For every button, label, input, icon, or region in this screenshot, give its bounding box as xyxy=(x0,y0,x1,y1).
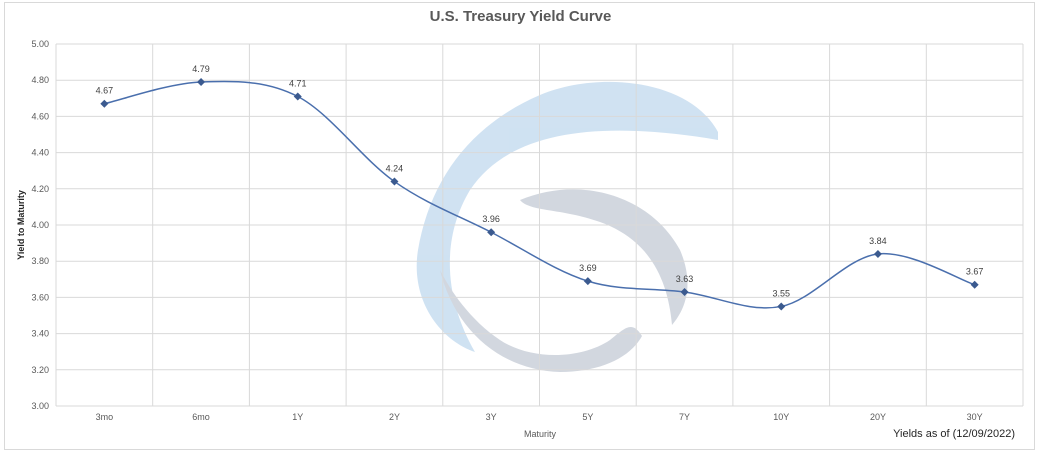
data-label: 3.63 xyxy=(676,274,694,284)
x-tick-label: 30Y xyxy=(967,412,983,422)
y-tick-label: 4.80 xyxy=(31,75,49,85)
data-label: 4.24 xyxy=(386,164,404,174)
data-label: 3.84 xyxy=(869,236,887,246)
y-axis-label: Yield to Maturity xyxy=(16,190,26,260)
x-axis-label: Maturity xyxy=(524,429,557,439)
data-label: 4.71 xyxy=(289,78,307,88)
data-label: 3.55 xyxy=(772,288,790,298)
series-line xyxy=(100,78,979,311)
y-tick-label: 3.20 xyxy=(31,365,49,375)
data-label: 3.96 xyxy=(482,214,500,224)
chart-frame xyxy=(4,2,1035,450)
data-point-marker xyxy=(197,78,206,87)
axes: 3.00 3.20 3.40 3.60 3.80 4.00 4.20 4.40 4.60 4.80… xyxy=(31,39,982,422)
x-tick-label: 5Y xyxy=(582,412,593,422)
watermark-logo xyxy=(416,81,718,372)
watermark-lower-arc xyxy=(440,270,642,372)
y-tick-label: 3.60 xyxy=(31,292,49,302)
x-tick-label: 10Y xyxy=(773,412,789,422)
data-point-marker xyxy=(777,302,786,311)
y-tick-label: 4.20 xyxy=(31,184,49,194)
data-point-marker xyxy=(487,228,496,237)
footnote: Yields as of (12/09/2022) xyxy=(893,428,1015,440)
data-labels: 4.67 4.79 4.71 4.24 3.96 3.69 3.63 3.55 3.84 3.67 xyxy=(96,64,984,298)
data-point-marker xyxy=(390,177,399,186)
x-tick-label: 7Y xyxy=(679,412,690,422)
chart-title: U.S. Treasury Yield Curve xyxy=(429,8,612,25)
x-tick-label: 2Y xyxy=(389,412,400,422)
y-tick-label: 3.80 xyxy=(31,256,49,266)
x-tick-label: 1Y xyxy=(292,412,303,422)
data-label: 3.67 xyxy=(966,267,984,277)
y-tick-label: 5.00 xyxy=(31,39,49,49)
data-point-marker xyxy=(970,280,979,289)
data-point-marker xyxy=(680,287,689,296)
x-tick-label: 3Y xyxy=(486,412,497,422)
y-tick-label: 3.40 xyxy=(31,329,49,339)
gridlines xyxy=(55,43,1024,407)
data-point-marker xyxy=(873,249,882,258)
data-point-marker xyxy=(293,92,302,101)
x-tick-label: 3mo xyxy=(96,412,114,422)
watermark-inner-arc xyxy=(520,189,688,325)
yield-line xyxy=(104,80,975,309)
data-point-marker xyxy=(583,277,592,286)
data-label: 3.69 xyxy=(579,263,597,273)
y-tick-label: 3.00 xyxy=(31,401,49,411)
y-tick-label: 4.40 xyxy=(31,148,49,158)
y-tick-label: 4.00 xyxy=(31,220,49,230)
x-tick-label: 6mo xyxy=(192,412,210,422)
watermark-outer-arc xyxy=(416,81,718,352)
data-point-marker xyxy=(100,99,109,108)
x-tick-label: 20Y xyxy=(870,412,886,422)
y-tick-label: 4.60 xyxy=(31,111,49,121)
data-label: 4.79 xyxy=(192,64,210,74)
data-label: 4.67 xyxy=(96,86,114,96)
